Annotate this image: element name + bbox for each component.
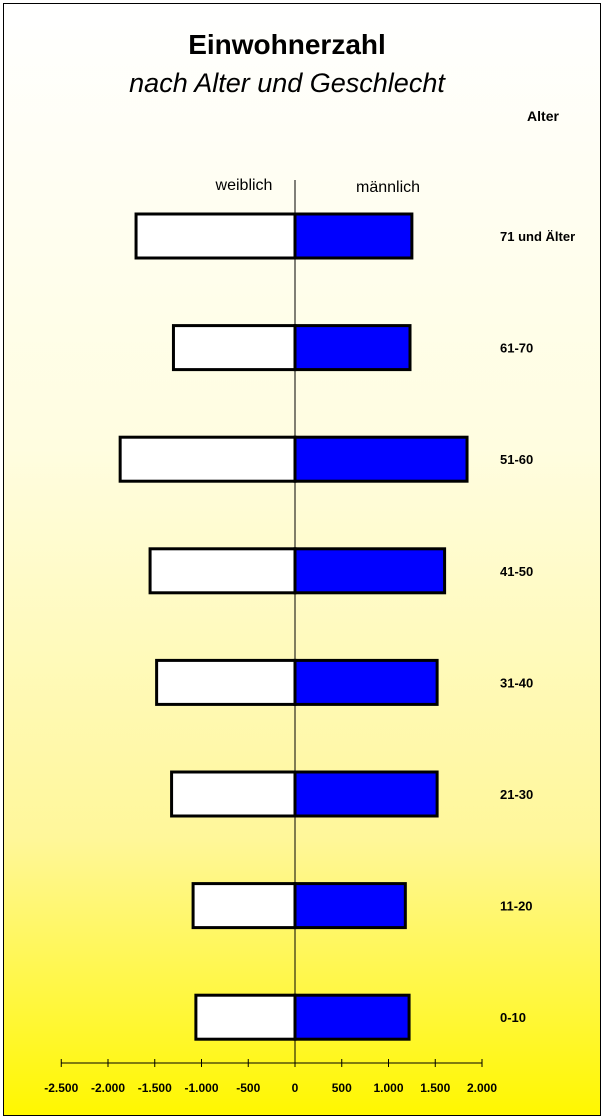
category-label: 61-70: [500, 341, 533, 356]
bar-male: [293, 547, 447, 595]
category-axis-title: Alter: [527, 108, 559, 124]
category-label: 11-20: [500, 899, 533, 914]
x-tick-label: -2.000: [91, 1081, 125, 1095]
bar-female: [118, 435, 297, 483]
bar-female: [148, 547, 297, 595]
x-tick-label: 2.000: [467, 1081, 497, 1095]
bar-group: [118, 180, 469, 1063]
bar-male: [293, 993, 411, 1041]
x-tick-label: -1.500: [138, 1081, 172, 1095]
bar-male: [293, 882, 407, 930]
category-label: 0-10: [500, 1010, 526, 1025]
category-label: 71 und Älter: [500, 229, 575, 244]
series-label-male: männlich: [356, 179, 420, 196]
x-tick-label: 1.500: [420, 1081, 450, 1095]
bar-male: [293, 435, 469, 483]
x-tick-label: 1.000: [373, 1081, 403, 1095]
category-label: 31-40: [500, 675, 533, 690]
bar-male: [293, 770, 439, 818]
bar-male: [293, 212, 414, 260]
x-axis: -2.500 -2.000 -1.500 -1.000 -500 0 500 1.000 1.5…: [44, 1059, 497, 1095]
bar-male: [293, 658, 439, 706]
bar-female: [171, 324, 297, 372]
bar-female: [170, 770, 297, 818]
chart-subtitle: nach Alter und Geschlecht: [129, 68, 446, 98]
bar-female: [134, 212, 297, 260]
bar-female: [155, 658, 297, 706]
bar-male: [293, 324, 412, 372]
category-label: 51-60: [500, 452, 533, 467]
x-tick-label: -2.500: [44, 1081, 78, 1095]
bar-female: [191, 882, 297, 930]
category-label: 21-30: [500, 787, 533, 802]
chart-title: Einwohnerzahl: [188, 29, 386, 60]
category-label: 41-50: [500, 564, 533, 579]
x-tick-label: 500: [332, 1081, 352, 1095]
series-label-female: weiblich: [215, 177, 273, 194]
x-tick-label: -1.000: [184, 1081, 218, 1095]
x-tick-label: 0: [292, 1081, 299, 1095]
x-tick-label: -500: [236, 1081, 260, 1095]
bar-female: [194, 993, 297, 1041]
